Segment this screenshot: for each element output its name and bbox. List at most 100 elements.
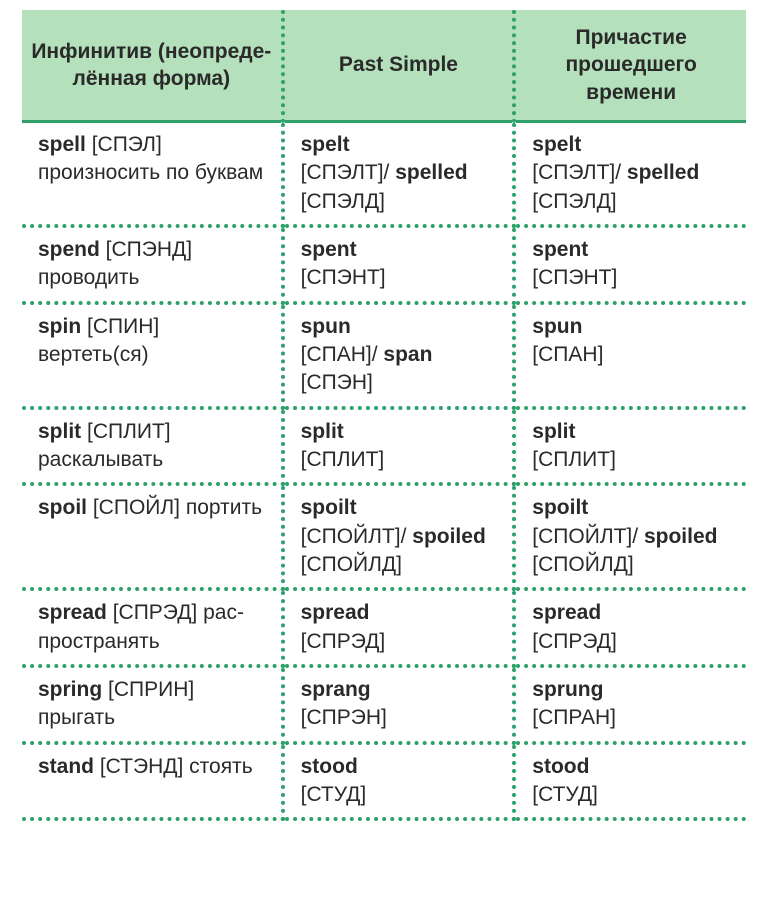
cell-past-participle: stood [СТУД] [514,743,746,820]
inf-translation: раскалывать [38,448,163,471]
ps-word: spelt [301,133,350,156]
ps-word: stood [301,755,358,778]
cell-past-simple: spoilt [СПОЙЛТ]/ spoiled [СПОЙЛД] [283,484,515,589]
cell-past-simple: spent [СПЭНТ] [283,226,515,303]
pp-word: spoilt [532,496,588,519]
inf-translation: проводить [38,266,139,289]
ps-transcription: [СПЭНТ] [301,266,386,289]
ps-transcription: [СПОЙЛТ]/ [301,525,413,548]
pp-transcription: [СПЭНТ] [532,266,617,289]
table-row: stand [СТЭНД] стоятьstood [СТУД]stood [С… [22,743,746,820]
ps-word: split [301,420,344,443]
pp-transcription-alt: [СПОЙЛД] [532,553,633,576]
pp-transcription: [СПЭЛТ]/ [532,161,627,184]
inf-word: split [38,420,81,443]
cell-infinitive: stand [СТЭНД] стоять [22,743,283,820]
pp-word-alt: spoiled [644,525,718,548]
pp-word: spelt [532,133,581,156]
inf-transcription: [СПОЙЛ] [87,496,186,519]
pp-word: sprung [532,678,603,701]
pp-transcription: [СПЛИТ] [532,448,616,471]
cell-infinitive: spend [СПЭНД] проводить [22,226,283,303]
inf-word: spread [38,601,107,624]
cell-past-simple: stood [СТУД] [283,743,515,820]
cell-past-participle: spun [СПАН] [514,303,746,408]
pp-transcription: [СПРЭД] [532,630,617,653]
inf-transcription: [СПЭЛ] [86,133,162,156]
inf-translation: стоять [189,755,253,778]
inf-word: spell [38,133,86,156]
cell-infinitive: spoil [СПОЙЛ] портить [22,484,283,589]
verb-table-wrap: Инфинитив (неопреде­лённая форма) Past S… [0,0,768,831]
inf-translation: портить [186,496,262,519]
cell-past-participle: spent [СПЭНТ] [514,226,746,303]
header-row: Инфинитив (неопреде­лённая форма) Past S… [22,10,746,121]
inf-word: stand [38,755,94,778]
pp-transcription: [СТУД] [532,783,598,806]
header-infinitive: Инфинитив (неопреде­лённая форма) [22,10,283,121]
pp-transcription: [СПАН] [532,343,603,366]
inf-word: spend [38,238,100,261]
cell-infinitive: spell [СПЭЛ] произносить по буквам [22,121,283,226]
ps-transcription: [СПРЭН] [301,706,387,729]
pp-word: split [532,420,575,443]
inf-transcription: [СПРЭД] [107,601,203,624]
inf-word: spin [38,315,81,338]
table-row: spring [СПРИН] прыгатьsprang [СПРЭН]spru… [22,666,746,743]
header-past-participle: Причастие прошедшего времени [514,10,746,121]
cell-infinitive: spring [СПРИН] прыгать [22,666,283,743]
cell-past-simple: split [СПЛИТ] [283,408,515,485]
table-row: spin [СПИН] вертеть(ся)spun [СПАН]/ span… [22,303,746,408]
ps-transcription: [СПАН]/ [301,343,384,366]
ps-transcription-alt: [СПОЙЛД] [301,553,402,576]
ps-word: spun [301,315,351,338]
cell-past-simple: spun [СПАН]/ span [СПЭН] [283,303,515,408]
ps-word-alt: spelled [395,161,467,184]
ps-word-alt: span [383,343,432,366]
cell-past-participle: spoilt [СПОЙЛТ]/ spoiled [СПОЙЛД] [514,484,746,589]
ps-word-alt: spoiled [412,525,486,548]
inf-transcription: [СТЭНД] [94,755,189,778]
ps-transcription: [СПЛИТ] [301,448,385,471]
cell-past-participle: spelt [СПЭЛТ]/ spelled [СПЭЛД] [514,121,746,226]
ps-transcription: [СТУД] [301,783,367,806]
cell-past-participle: spread [СПРЭД] [514,589,746,666]
verb-table: Инфинитив (неопреде­лённая форма) Past S… [22,10,746,821]
table-row: spread [СПРЭД] рас­пространятьspread [СП… [22,589,746,666]
cell-infinitive: spin [СПИН] вертеть(ся) [22,303,283,408]
pp-word: spread [532,601,601,624]
header-past-simple: Past Simple [283,10,515,121]
inf-transcription: [СПРИН] [102,678,194,701]
cell-infinitive: spread [СПРЭД] рас­пространять [22,589,283,666]
ps-transcription-alt: [СПЭН] [301,371,373,394]
inf-transcription: [СПЭНД] [100,238,192,261]
table-row: split [СПЛИТ] раскалыватьsplit [СПЛИТ]sp… [22,408,746,485]
ps-word: spoilt [301,496,357,519]
ps-word: sprang [301,678,371,701]
table-row: spend [СПЭНД] проводитьspent [СПЭНТ]spen… [22,226,746,303]
inf-word: spoil [38,496,87,519]
ps-word: spread [301,601,370,624]
cell-past-simple: spelt [СПЭЛТ]/ spelled [СПЭЛД] [283,121,515,226]
table-body: spell [СПЭЛ] произносить по буквамspelt … [22,121,746,819]
pp-word: spun [532,315,582,338]
ps-transcription: [СПЭЛТ]/ [301,161,396,184]
cell-past-participle: sprung [СПРАН] [514,666,746,743]
table-row: spoil [СПОЙЛ] портитьspoilt [СПОЙЛТ]/ sp… [22,484,746,589]
pp-word-alt: spelled [627,161,699,184]
cell-past-simple: sprang [СПРЭН] [283,666,515,743]
inf-transcription: [СПЛИТ] [81,420,170,443]
ps-word: spent [301,238,357,261]
cell-infinitive: split [СПЛИТ] раскалывать [22,408,283,485]
cell-past-participle: split [СПЛИТ] [514,408,746,485]
pp-transcription-alt: [СПЭЛД] [532,190,616,213]
inf-transcription: [СПИН] [81,315,159,338]
pp-word: stood [532,755,589,778]
inf-word: spring [38,678,102,701]
ps-transcription: [СПРЭД] [301,630,386,653]
inf-translation: произносить по буквам [38,161,263,184]
ps-transcription-alt: [СПЭЛД] [301,190,385,213]
table-row: spell [СПЭЛ] произносить по буквамspelt … [22,121,746,226]
inf-translation: вертеть(ся) [38,343,149,366]
inf-translation: прыгать [38,706,115,729]
